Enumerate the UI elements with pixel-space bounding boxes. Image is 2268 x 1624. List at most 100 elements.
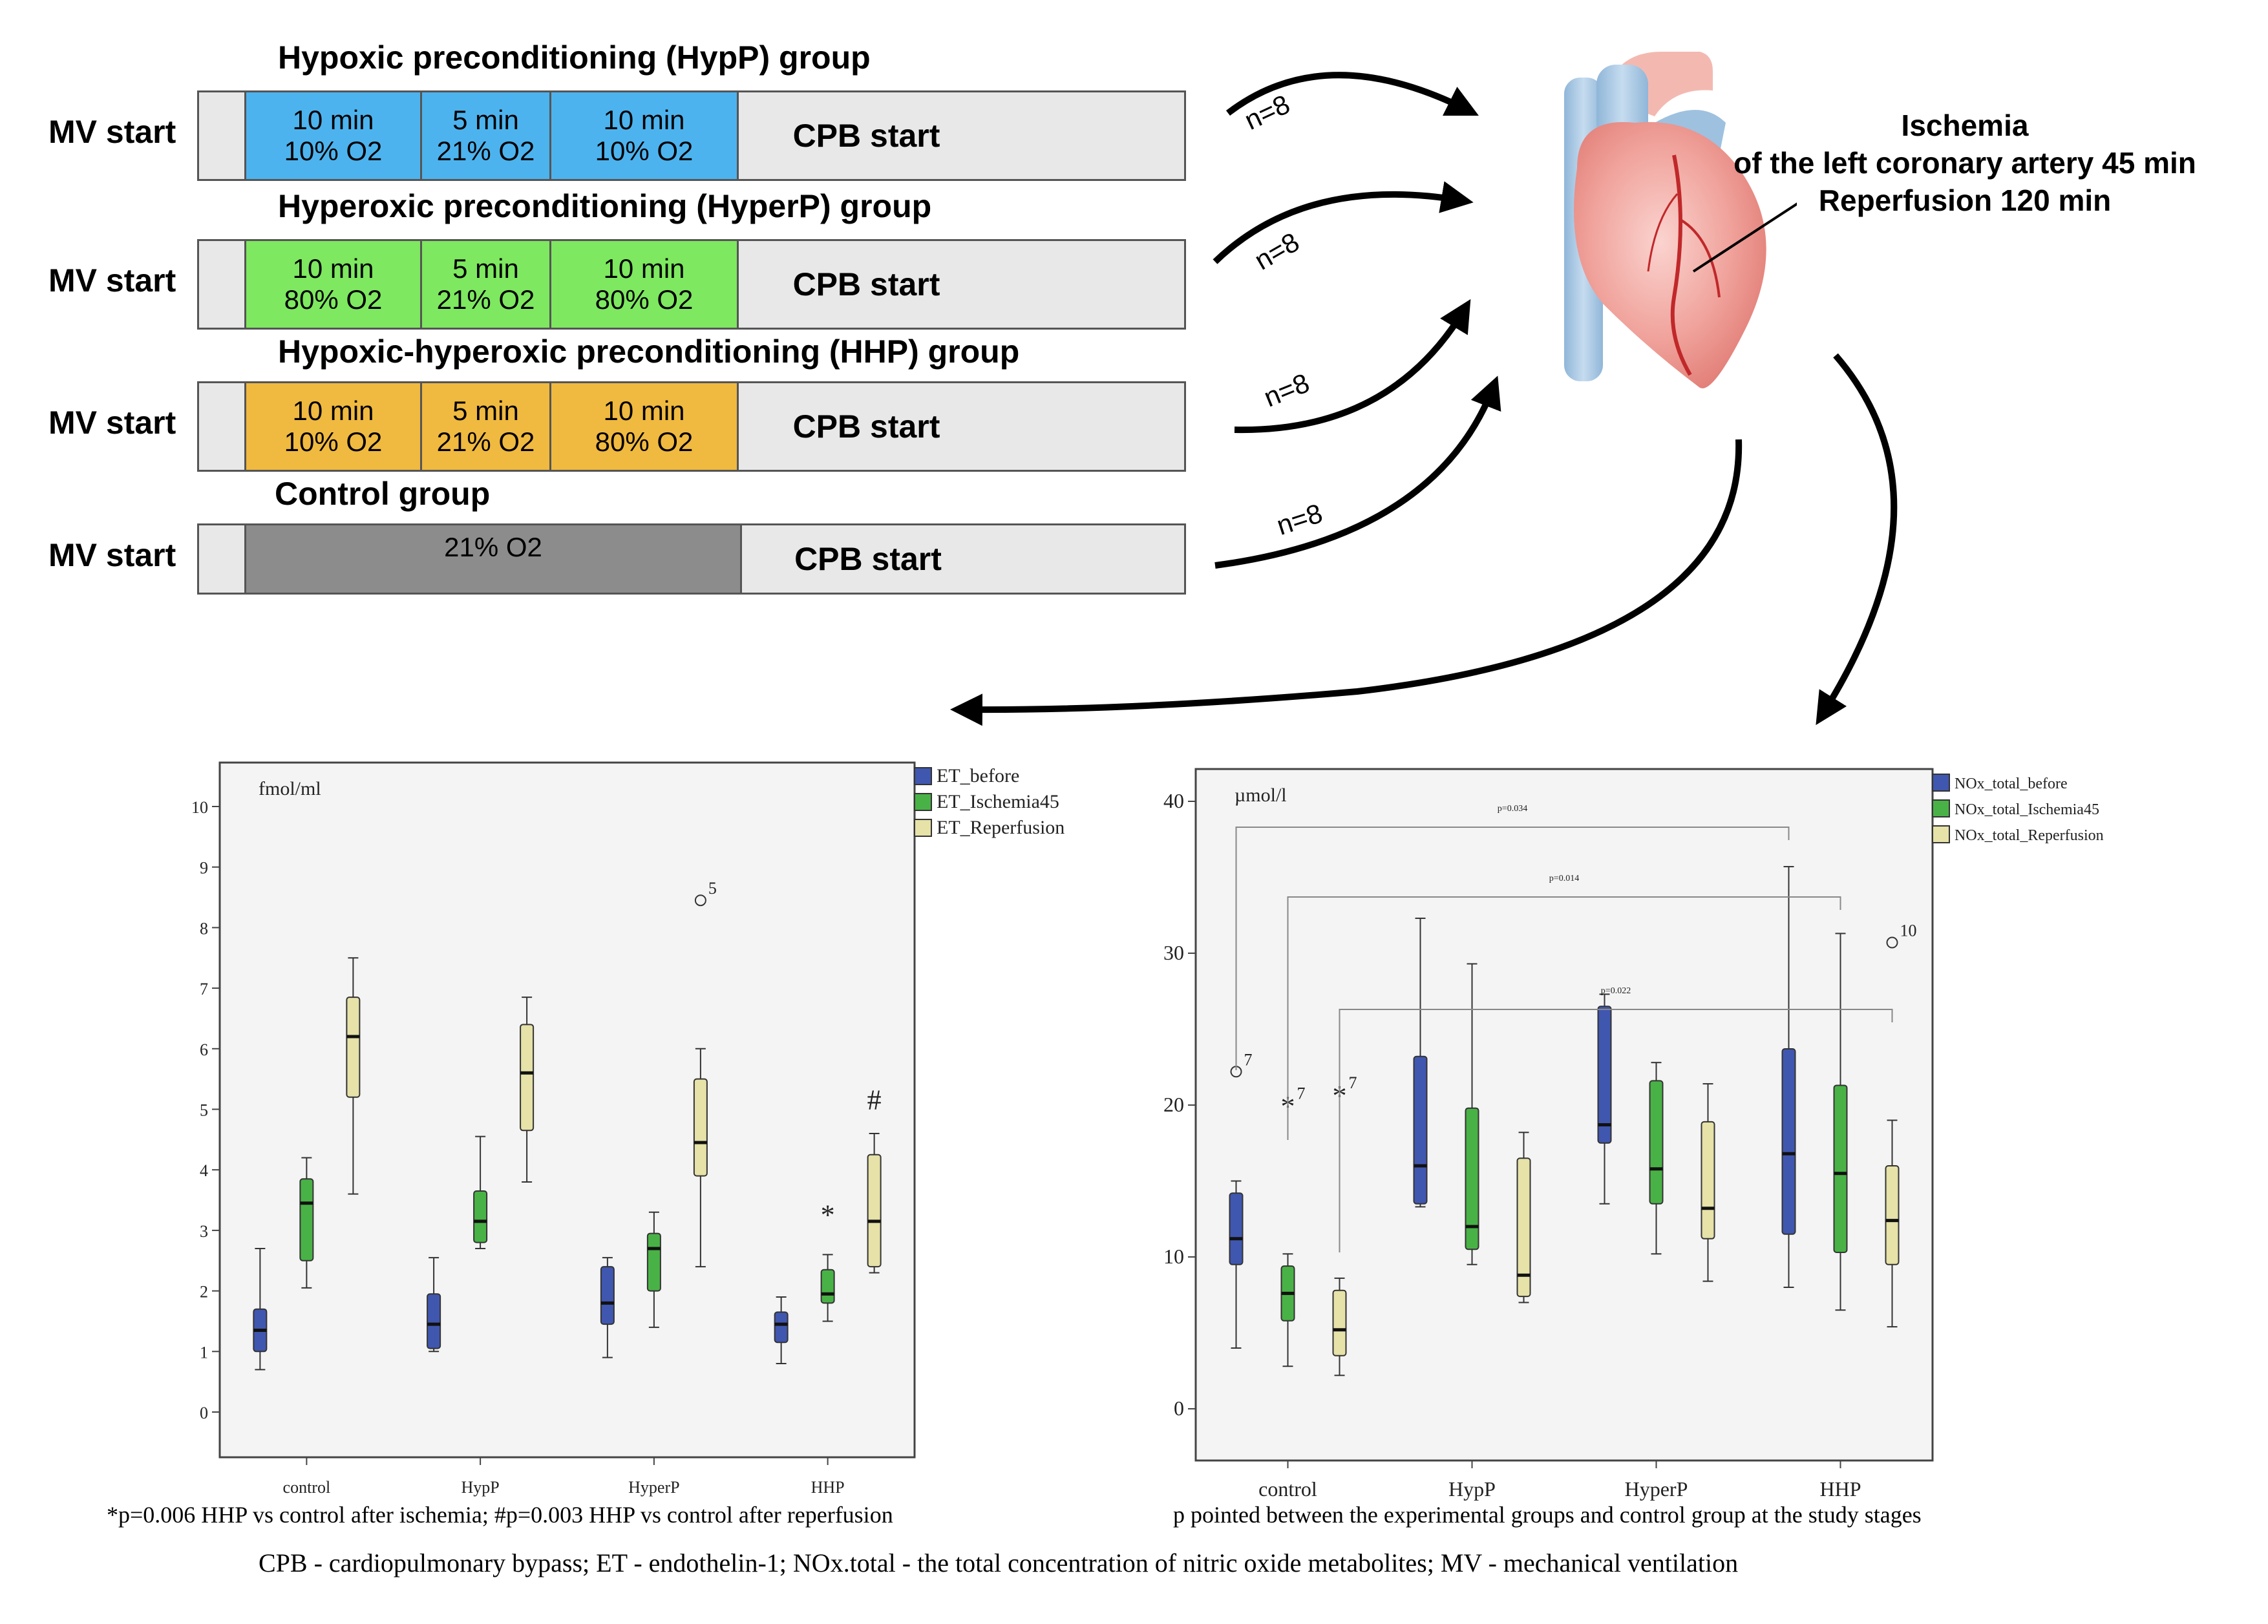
p-value-bracket xyxy=(1339,1008,1893,1252)
segment-time: 10 min xyxy=(292,105,374,135)
y-tick-label: 30 xyxy=(1163,941,1184,964)
box xyxy=(1649,1080,1664,1205)
box xyxy=(1465,1107,1479,1250)
box xyxy=(693,1078,708,1177)
mv-start-label: MV start xyxy=(48,262,176,299)
group-title: Hypoxic-hyperoxic preconditioning (HHP) … xyxy=(278,333,1020,370)
segment-o2: 10% O2 xyxy=(284,427,383,457)
segment-o2: 21% O2 xyxy=(436,427,535,457)
legend-label: NOx_total_Ischemia45 xyxy=(1955,801,2099,818)
o2-segment: 10 min 10% O2 xyxy=(244,383,422,470)
box xyxy=(520,1024,535,1132)
box xyxy=(1413,1055,1428,1205)
o2-segment: 10 min 80% O2 xyxy=(551,383,739,470)
segment-time: 10 min xyxy=(603,105,685,135)
heart-illustration xyxy=(1564,52,1797,388)
box xyxy=(1833,1084,1848,1253)
y-tick-label: 6 xyxy=(200,1040,208,1059)
extreme-label: 7 xyxy=(1297,1084,1306,1102)
legend-label: ET_Ischemia45 xyxy=(937,791,1059,812)
x-tick-label: HypP xyxy=(1448,1477,1496,1501)
segment-o2: 21% O2 xyxy=(436,284,535,315)
x-tick-label: HypP xyxy=(461,1478,500,1497)
box xyxy=(473,1190,488,1243)
cpb-start-label: CPB start xyxy=(792,118,940,154)
y-tick-label: 40 xyxy=(1163,789,1184,812)
protocol-bar: 21% O2 CPB start xyxy=(197,523,1186,595)
o2-segment: 5 min 21% O2 xyxy=(422,241,551,328)
group-title: Hypoxic preconditioning (HypP) group xyxy=(278,39,871,76)
o2-segment: 10 min 80% O2 xyxy=(244,241,422,328)
arrow-hyperp xyxy=(1213,181,1474,264)
p-value-bracket xyxy=(1287,896,1841,1141)
protocol-bar: 10 min 10% O2 5 min 21% O2 10 min 10% O2 CPB s… xyxy=(197,90,1186,181)
plot-area xyxy=(218,761,916,1459)
heart-caption-line2: of the left coronary artery 45 min xyxy=(1733,146,2196,180)
box xyxy=(1885,1165,1900,1265)
p-value-label: p=0.034 xyxy=(1498,804,1527,814)
arrow-to-et-chart xyxy=(950,439,1743,726)
legend-label: ET_before xyxy=(937,765,1019,786)
y-tick-label: 1 xyxy=(200,1343,208,1362)
box xyxy=(774,1311,789,1344)
o2-segment: 21% O2 xyxy=(244,525,742,593)
y-tick-label: 9 xyxy=(200,859,208,878)
legend-swatch xyxy=(1932,825,1950,843)
box xyxy=(1332,1289,1347,1356)
flow-arrows xyxy=(950,72,1898,726)
outlier-label: 5 xyxy=(708,879,717,898)
x-tick-label: control xyxy=(1258,1477,1317,1501)
segment-o2: 21% O2 xyxy=(436,136,535,166)
legend-label: NOx_total_Reperfusion xyxy=(1955,827,2104,844)
arrow-hypp xyxy=(1225,72,1479,116)
heart-caption: Ischemia of the left coronary artery 45 … xyxy=(1719,107,2210,219)
mv-start-label: MV start xyxy=(48,405,176,441)
y-tick-label: 3 xyxy=(200,1222,208,1241)
y-tick-label: 8 xyxy=(200,919,208,938)
y-tick-label: 5 xyxy=(200,1101,208,1120)
box xyxy=(820,1269,835,1304)
box xyxy=(1701,1121,1715,1239)
segment-time: 5 min xyxy=(452,253,519,284)
box xyxy=(600,1266,615,1325)
segment-time: 10 min xyxy=(292,395,374,426)
p-value-label: p=0.022 xyxy=(1601,986,1631,996)
protocol-bar: 10 min 80% O2 5 min 21% O2 10 min 80% O2 CPB s… xyxy=(197,239,1186,330)
group-title: Control group xyxy=(275,476,491,512)
segment-o2: 80% O2 xyxy=(595,284,694,315)
abbreviation-legend: CPB - cardiopulmonary bypass; ET - endot… xyxy=(259,1548,1739,1577)
p-value-bracket xyxy=(1235,826,1790,1070)
x-tick-label: HyperP xyxy=(1625,1477,1688,1501)
cpb-start-label: CPB start xyxy=(794,541,942,577)
plot-area xyxy=(1194,768,1934,1462)
cpb-start-label: CPB start xyxy=(792,408,940,445)
x-tick-label: HHP xyxy=(1819,1477,1861,1501)
et-footnote: *p=0.006 HHP vs control after ischemia; … xyxy=(107,1502,893,1528)
heart-pointer-line xyxy=(1692,202,1797,273)
outlier-point xyxy=(1886,936,1898,949)
x-tick-label: control xyxy=(283,1478,331,1497)
box xyxy=(1229,1192,1244,1265)
y-unit-label: fmol/ml xyxy=(259,778,321,799)
nox-footnote: p pointed between the experimental group… xyxy=(1173,1502,1922,1528)
box xyxy=(1516,1157,1531,1298)
arrow-hhp xyxy=(1234,299,1471,434)
outlier-point xyxy=(694,894,706,907)
group-title: Hyperoxic preconditioning (HyperP) group xyxy=(278,188,932,224)
segment-o2: 10% O2 xyxy=(284,136,383,166)
significance-mark: # xyxy=(867,1084,882,1116)
y-tick-label: 0 xyxy=(1174,1397,1184,1420)
p-value-label: p=0.014 xyxy=(1549,874,1579,883)
segment-o2: 10% O2 xyxy=(595,136,694,166)
heart-caption-line3: Reperfusion 120 min xyxy=(1818,184,2112,217)
x-tick-label: HyperP xyxy=(628,1478,679,1497)
legend-label: NOx_total_before xyxy=(1955,775,2068,792)
cpb-start-label: CPB start xyxy=(792,266,940,302)
extreme-point: * xyxy=(821,1199,835,1230)
y-tick-label: 2 xyxy=(200,1283,208,1302)
legend-label: ET_Reperfusion xyxy=(937,817,1065,838)
mv-start-label: MV start xyxy=(48,114,176,150)
mv-start-label: MV start xyxy=(48,537,176,573)
extreme-label: 7 xyxy=(1349,1073,1357,1092)
